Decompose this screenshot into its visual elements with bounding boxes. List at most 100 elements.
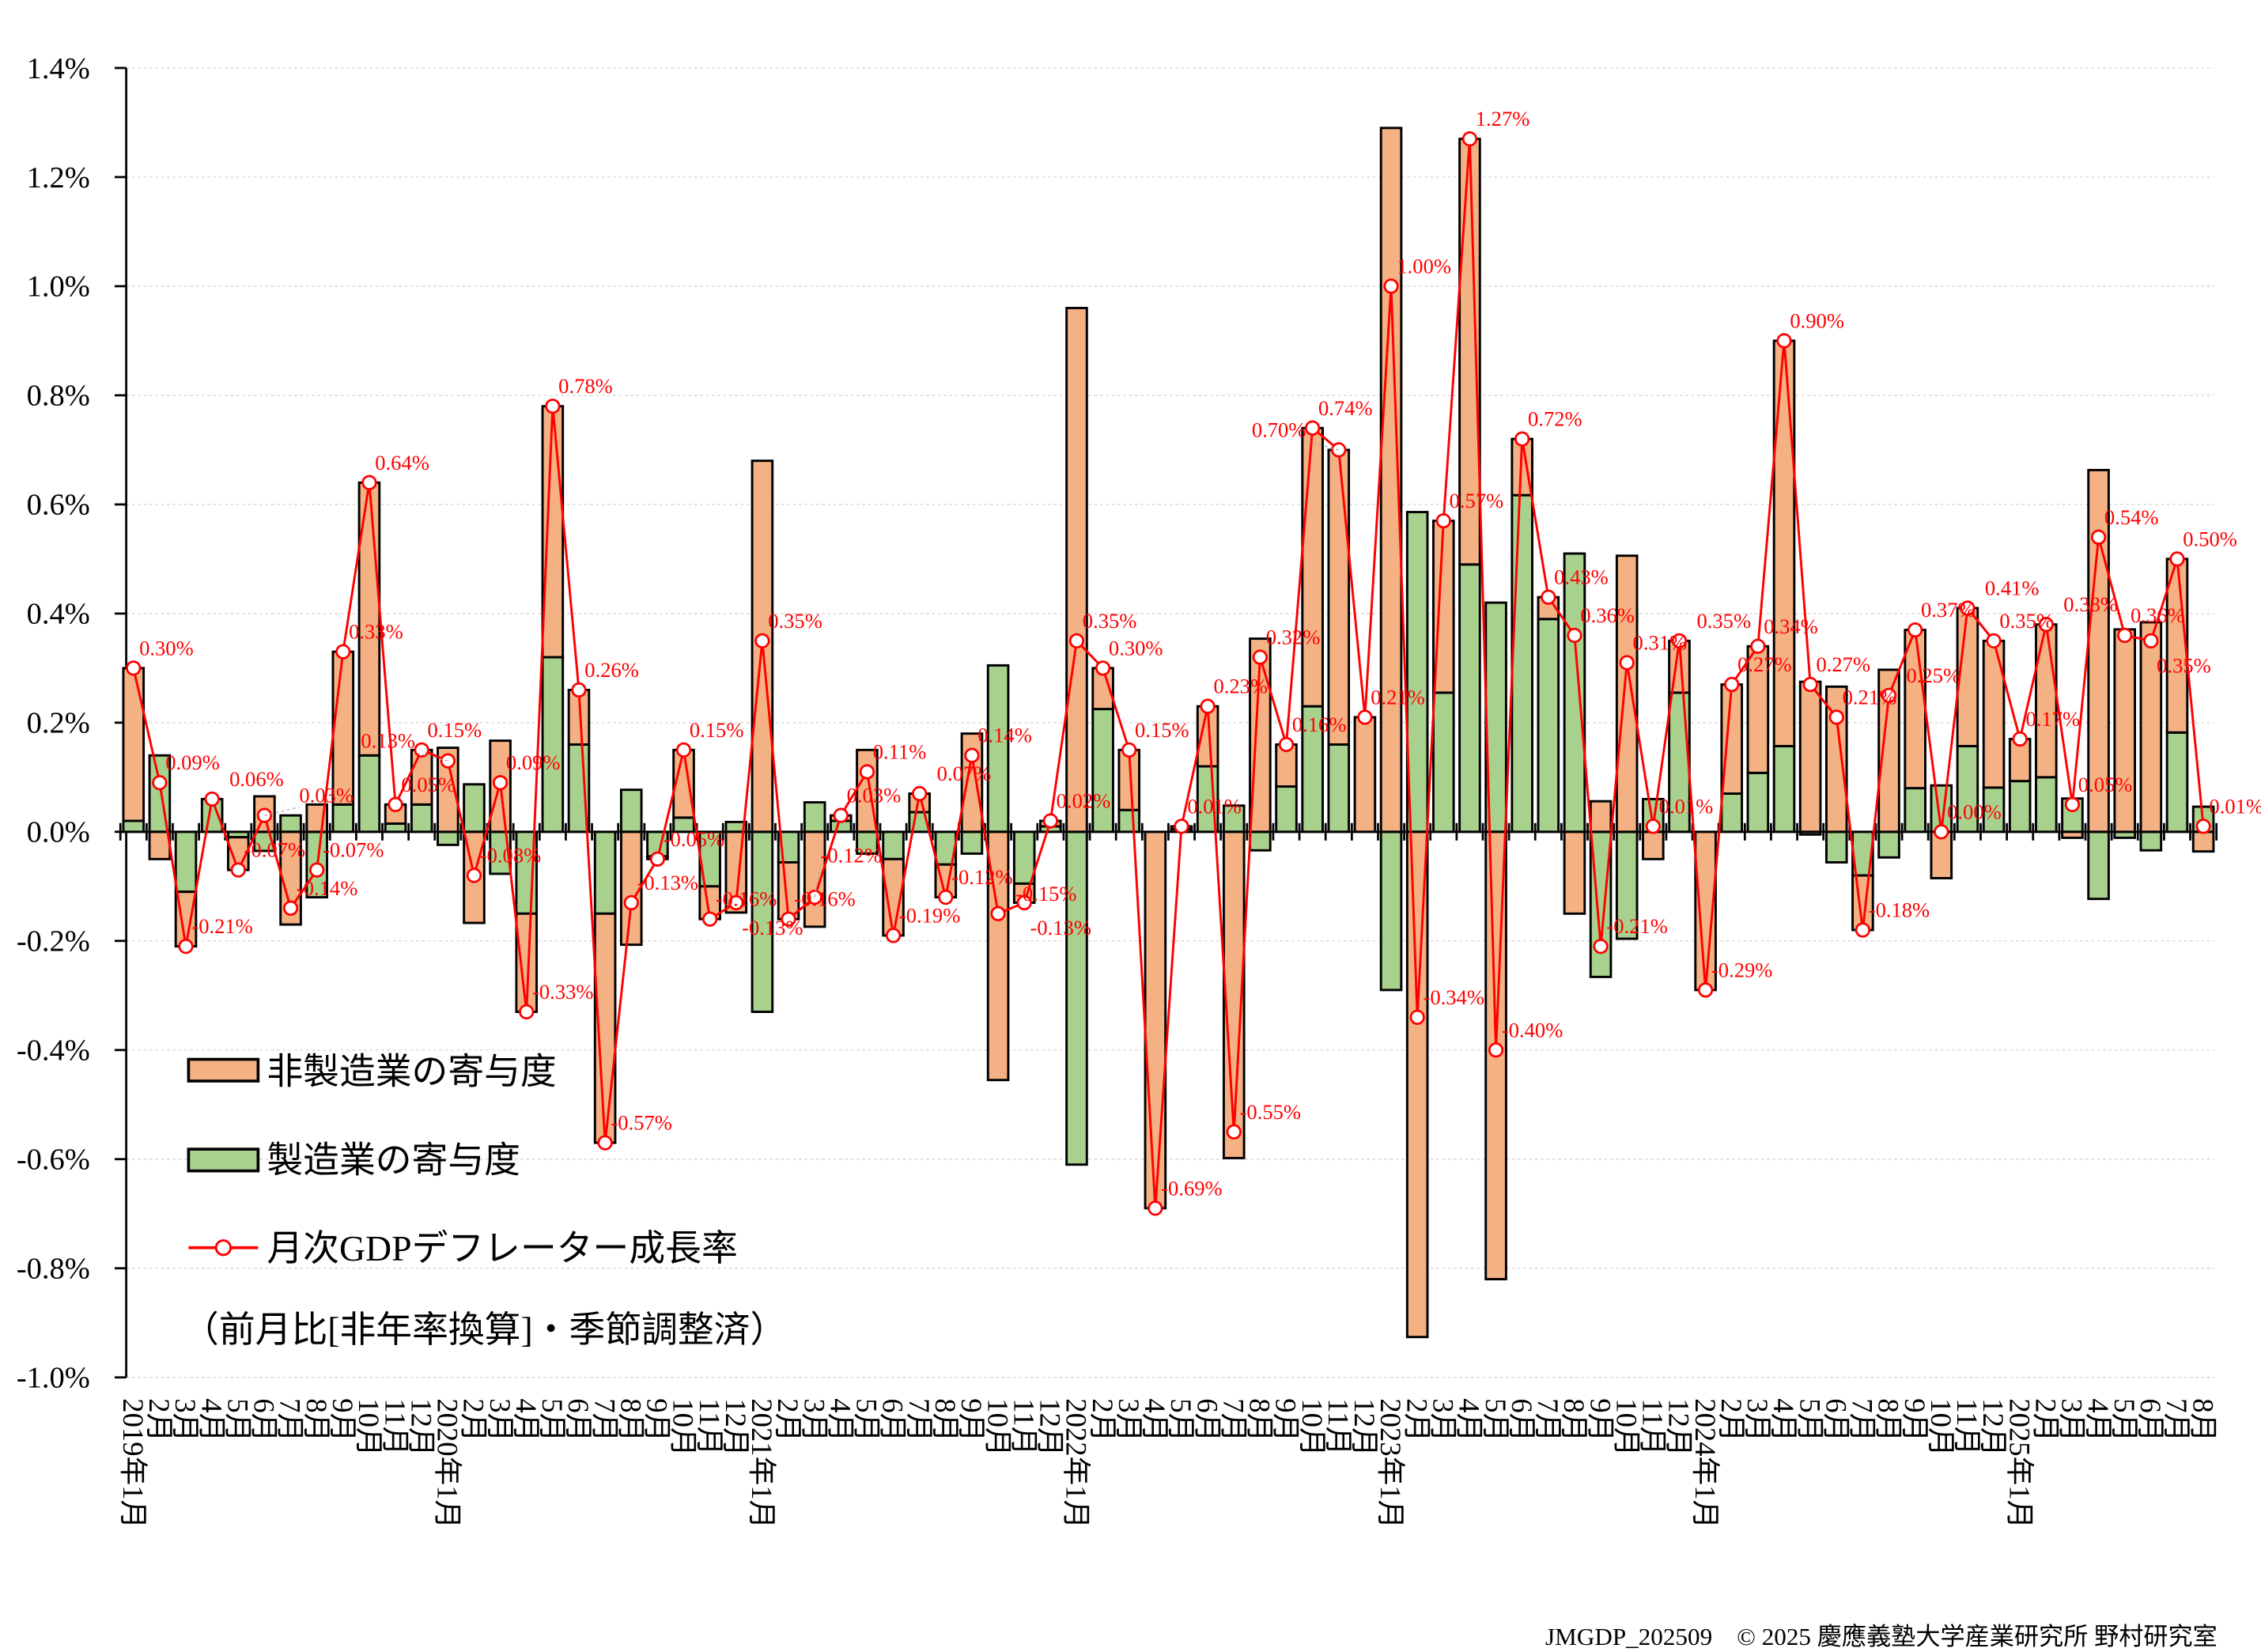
data-label: -0.13% [637,871,698,894]
bar-manufacturing [1379,830,1403,992]
deflator-point [1016,894,1032,911]
deflator-point [1986,633,2002,648]
data-label: 0.15% [690,718,744,742]
deflator-point [1488,1042,1504,1058]
deflator-point [571,682,587,698]
data-label: 0.02% [1057,789,1111,813]
month-label: 2023年1月 [1374,1398,1407,1529]
deflator-point [885,928,902,943]
bar-manufacturing [619,788,643,834]
data-label: 0.30% [1109,636,1163,660]
data-label: 0.35% [1696,609,1751,633]
y-tick-label: -0.4% [17,1034,90,1068]
month-label: 9月 [1584,1398,1616,1442]
data-labels: 0.30% 0.09% -0.21% 0.06% -0.07% 0.03% -0.14% -0… [139,107,2261,1200]
bar-manufacturing [122,819,146,834]
deflator-point [230,862,246,878]
month-label: 12月 [1348,1398,1381,1456]
month-label: 2月 [1087,1398,1119,1442]
bar-non-manufacturing [2139,621,2163,834]
bar-non-manufacturing [1615,554,1639,834]
bar-manufacturing [1824,830,1848,864]
month-label: 2月 [458,1398,490,1442]
deflator-point [2143,633,2159,648]
data-label: 0.35% [768,609,822,633]
deflator-point [1619,655,1635,671]
data-label: 0.32% [1266,626,1321,649]
data-label: -0.33% [532,980,593,1004]
deflator-point [912,785,928,802]
bar-manufacturing [1904,787,1926,834]
month-label: 7月 [1847,1398,1879,1442]
month-label: 12月 [1977,1398,2010,1456]
bar-non-manufacturing [2165,558,2189,734]
deflator-point [466,868,482,883]
deflator-point [361,474,377,490]
month-label: 11月 [694,1398,726,1455]
bar-manufacturing [357,754,381,834]
month-label: 3月 [2056,1398,2089,1442]
month-label: 3月 [1741,1398,1774,1442]
data-label: 0.72% [1528,407,1582,431]
y-tick-label: -0.6% [17,1144,90,1177]
bar-manufacturing [2035,776,2058,834]
data-label: 0.15% [428,718,482,742]
data-label: 0.38% [2063,592,2118,616]
data-label: -0.40% [1502,1018,1563,1041]
deflator-point [859,764,875,780]
bar-manufacturing [1877,830,1900,859]
bar-manufacturing [1432,691,1455,834]
bar-non-manufacturing [1956,607,1979,747]
deflator-point [1934,824,1949,840]
data-label: -0.12% [951,865,1012,889]
y-tick-label: 0.0% [27,816,90,849]
bar-manufacturing [751,830,774,1013]
bar-non-manufacturing [1642,830,1665,860]
month-label: 3月 [798,1398,830,1442]
data-label: 0.41% [1985,576,2040,599]
y-tick-label: -0.8% [17,1253,90,1286]
deflator-point [1435,512,1451,529]
bar-manufacturing [960,830,984,855]
data-label: -0.13% [742,916,803,939]
deflator-point [1383,278,1399,294]
bar-manufacturing [1510,493,1533,834]
deflator-point [1724,676,1740,693]
bar-non-manufacturing [619,830,643,947]
data-label: 0.50% [2183,527,2237,550]
bar-non-manufacturing [148,830,172,860]
data-label: -0.08% [480,844,541,868]
deflator-point [990,905,1006,921]
deflator-point [1881,687,1897,703]
month-label: 10月 [1925,1398,1957,1456]
bar-manufacturing [2087,830,2110,901]
bar-non-manufacturing [1772,339,1796,747]
legend-swatch-mfg [187,1147,260,1173]
month-label: 6月 [2134,1398,2167,1442]
data-label: -0.18% [1869,898,1930,922]
month-label: 3月 [1113,1398,1145,1442]
bar-non-manufacturing [2113,628,2137,834]
month-label: 8月 [1244,1398,1276,1442]
month-label: 6月 [1506,1398,1538,1442]
month-label: 2025年1月 [2003,1398,2036,1529]
data-label: 0.57% [1450,489,1504,512]
data-label: -0.34% [1424,985,1484,1009]
deflator-point [1645,818,1661,834]
deflator-point [1068,633,1085,648]
data-label: -0.55% [1240,1100,1301,1124]
data-label: 0.70% [1252,418,1306,441]
month-label: 5月 [2108,1398,2141,1442]
deflator-point [1567,627,1582,644]
month-label: 12月 [1034,1398,1067,1456]
bar-non-manufacturing [331,650,355,806]
data-label: -0.29% [1711,958,1772,981]
deflator-point [1541,589,1556,605]
deflator-point [309,862,325,878]
bar-non-manufacturing [1065,307,1088,834]
data-label: 0.07% [937,762,992,785]
deflator-point [1593,939,1609,955]
legend: 非製造業の寄与度 製造業の寄与度 月次GDPデフレーター成長率 （前月比[非年率… [183,1052,786,1350]
deflator-point [2195,818,2211,834]
y-tick-label: 0.8% [27,380,90,413]
